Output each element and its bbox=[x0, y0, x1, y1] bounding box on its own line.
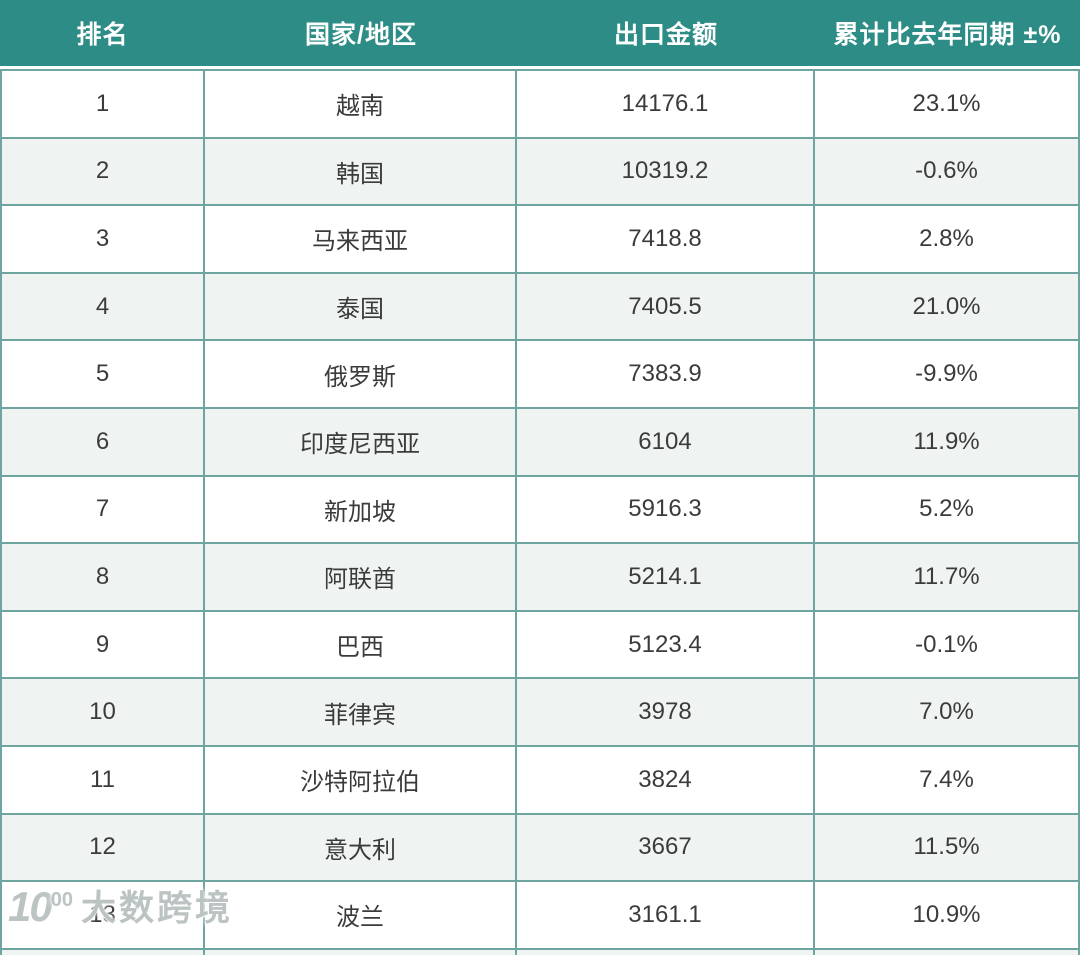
cell-country: 俄罗斯 bbox=[205, 341, 517, 409]
cell-export: 5916.3 bbox=[517, 476, 815, 545]
cell-rank: 9 bbox=[2, 611, 205, 680]
cell-yoy: 21.0% bbox=[815, 274, 1078, 342]
cell-country: 马来西亚 bbox=[205, 206, 517, 274]
cell-rank: 11 bbox=[2, 746, 205, 815]
cell-yoy: 5.2% bbox=[815, 477, 1078, 545]
cell-cutoff bbox=[2, 949, 205, 955]
cell-export: 7383.9 bbox=[517, 341, 815, 409]
cell-rank: 1 bbox=[2, 71, 205, 139]
cell-yoy: 11.5% bbox=[815, 815, 1078, 883]
table-row: 5 俄罗斯 7383.9 -9.9% bbox=[2, 341, 1078, 409]
table-row-cutoff bbox=[2, 949, 1078, 955]
cell-export: 6104 bbox=[517, 408, 815, 477]
table-row: 2 韩国 10319.2 -0.6% bbox=[2, 138, 1078, 207]
cell-rank: 2 bbox=[2, 138, 205, 207]
cell-country: 泰国 bbox=[205, 273, 517, 342]
cell-export: 7418.8 bbox=[517, 206, 815, 274]
cell-rank: 5 bbox=[2, 341, 205, 409]
cell-export: 5123.4 bbox=[517, 611, 815, 680]
cell-cutoff bbox=[815, 950, 1078, 955]
column-header-yoy: 累计比去年同期 ±% bbox=[833, 21, 1062, 49]
cell-export: 7405.5 bbox=[517, 273, 815, 342]
cell-country: 越南 bbox=[205, 71, 517, 139]
table-row: 12 意大利 3667 11.5% bbox=[2, 814, 1078, 883]
cell-rank: 6 bbox=[2, 408, 205, 477]
cell-rank: 12 bbox=[2, 814, 205, 883]
cell-yoy: 23.1% bbox=[815, 71, 1078, 139]
cell-country: 菲律宾 bbox=[205, 679, 517, 747]
cell-export: 5214.1 bbox=[517, 544, 815, 612]
cell-country: 新加坡 bbox=[205, 476, 517, 545]
cell-yoy: 7.0% bbox=[815, 679, 1078, 747]
cell-rank: 3 bbox=[2, 206, 205, 274]
cell-rank: 13 bbox=[2, 882, 205, 950]
cell-export: 3161.1 bbox=[517, 882, 815, 950]
table-row: 3 马来西亚 7418.8 2.8% bbox=[2, 206, 1078, 274]
cell-country: 阿联酋 bbox=[205, 544, 517, 612]
cell-export: 3824 bbox=[517, 746, 815, 815]
cell-yoy: 11.9% bbox=[815, 409, 1078, 477]
cell-country: 意大利 bbox=[205, 814, 517, 883]
cell-cutoff bbox=[205, 949, 517, 955]
table-row: 11 沙特阿拉伯 3824 7.4% bbox=[2, 746, 1078, 815]
cell-rank: 4 bbox=[2, 273, 205, 342]
table-header-row: 排名 国家/地区 出口金额 累计比去年同期 ±% bbox=[0, 0, 1080, 66]
column-header-country: 国家/地区 bbox=[305, 21, 417, 49]
cell-export: 3978 bbox=[517, 679, 815, 747]
cell-export: 14176.1 bbox=[517, 71, 815, 139]
cell-rank: 8 bbox=[2, 544, 205, 612]
cell-country: 巴西 bbox=[205, 611, 517, 680]
table-row: 13 波兰 3161.1 10.9% bbox=[2, 882, 1078, 950]
cell-yoy: -9.9% bbox=[815, 341, 1078, 409]
table-body: 1 越南 14176.1 23.1% 2 韩国 10319.2 -0.6% 3 马来西亚 7418.… bbox=[0, 69, 1080, 955]
column-header-export: 出口金额 bbox=[613, 21, 718, 49]
cell-export: 10319.2 bbox=[517, 138, 815, 207]
cell-yoy: -0.1% bbox=[815, 612, 1078, 680]
cell-rank: 10 bbox=[2, 679, 205, 747]
cell-country: 沙特阿拉伯 bbox=[205, 746, 517, 815]
cell-rank: 7 bbox=[2, 476, 205, 545]
column-header-rank: 排名 bbox=[76, 21, 129, 49]
cell-country: 波兰 bbox=[205, 882, 517, 950]
table-row: 10 菲律宾 3978 7.0% bbox=[2, 679, 1078, 747]
table-row: 7 新加坡 5916.3 5.2% bbox=[2, 476, 1078, 545]
table-row: 1 越南 14176.1 23.1% bbox=[2, 71, 1078, 139]
table-row: 6 印度尼西亚 6104 11.9% bbox=[2, 408, 1078, 477]
table-row: 9 巴西 5123.4 -0.1% bbox=[2, 611, 1078, 680]
cell-country: 韩国 bbox=[205, 138, 517, 207]
cell-export: 3667 bbox=[517, 814, 815, 883]
cell-yoy: -0.6% bbox=[815, 139, 1078, 207]
cell-yoy: 2.8% bbox=[815, 206, 1078, 274]
cell-cutoff bbox=[517, 949, 815, 955]
table-row: 8 阿联酋 5214.1 11.7% bbox=[2, 544, 1078, 612]
cell-country: 印度尼西亚 bbox=[205, 408, 517, 477]
cell-yoy: 7.4% bbox=[815, 747, 1078, 815]
table-row: 4 泰国 7405.5 21.0% bbox=[2, 273, 1078, 342]
cell-yoy: 10.9% bbox=[815, 882, 1078, 950]
cell-yoy: 11.7% bbox=[815, 544, 1078, 612]
